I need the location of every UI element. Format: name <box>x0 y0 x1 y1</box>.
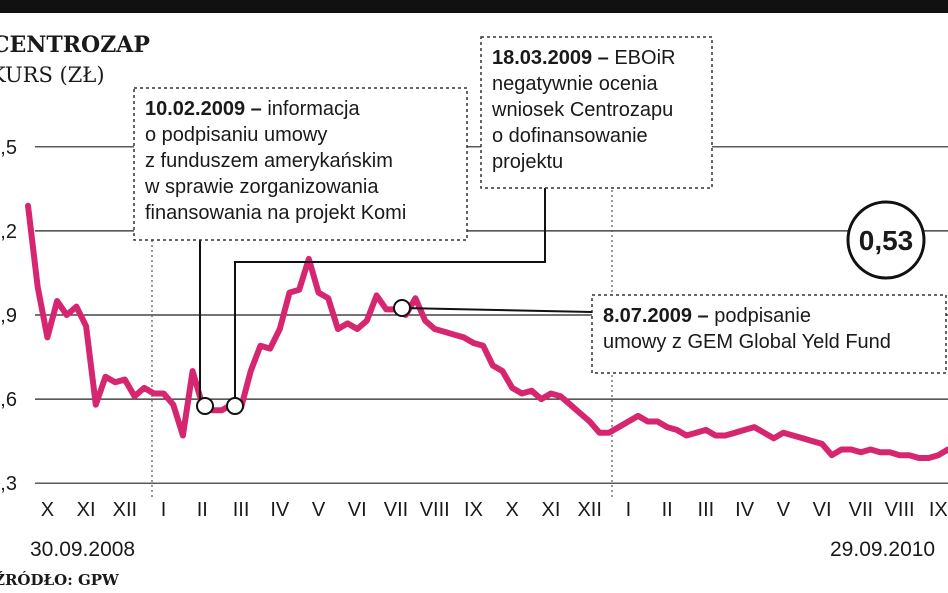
connector <box>234 188 546 400</box>
annotation-text: o podpisaniu umowy <box>145 124 327 146</box>
source: ŹRÓDŁO: GPW <box>0 571 120 589</box>
x-tick-label: IX <box>464 499 483 521</box>
annotation-text: informacja <box>267 98 360 120</box>
x-tick-label: XI <box>77 499 96 521</box>
y-tick-label: 0,3 <box>0 473 17 495</box>
annotation-text: podpisanie <box>714 305 811 327</box>
x-tick-label: VI <box>813 499 832 521</box>
event-marker <box>196 397 214 415</box>
y-tick-label: 0,9 <box>0 305 17 327</box>
top-bar <box>0 0 948 13</box>
x-tick-label: X <box>506 499 519 521</box>
annotation-box <box>591 294 947 374</box>
end-date: 29.09.2010 <box>830 538 935 561</box>
annotation-first-line: 8.07.2009 – podpisanie <box>603 305 811 327</box>
connector <box>401 307 593 313</box>
x-tick-label: III <box>233 499 250 521</box>
annotation-text: negatywnie ocenia <box>492 73 659 95</box>
annotation-text: finansowania na projekt Komi <box>145 202 406 224</box>
annotation-first-line: 18.03.2009 – EBOiR <box>492 47 675 69</box>
annotation-text: w sprawie zorganizowania <box>144 176 379 198</box>
annotation-text: EBOiR <box>614 47 675 69</box>
plot <box>25 202 948 461</box>
event-marker <box>393 299 411 317</box>
annotation-box <box>133 87 468 241</box>
x-tick-label: II <box>662 499 673 521</box>
x-tick-label: IV <box>270 499 290 521</box>
x-tick-label: XI <box>541 499 560 521</box>
x-tick-label: VIII <box>420 499 450 521</box>
annotation-text: z funduszem amerykańskim <box>145 150 393 172</box>
x-tick-label: XII <box>577 499 601 521</box>
x-tick-label: VI <box>348 499 367 521</box>
price-line <box>25 202 948 461</box>
chart-title: CENTROZAP <box>0 32 150 58</box>
x-tick-label: V <box>312 499 326 521</box>
y-tick-label: 1,2 <box>0 221 17 243</box>
x-tick-label: III <box>698 499 715 521</box>
annotation-text: projektu <box>492 151 563 173</box>
annotation-date: 8.07.2009 – <box>603 305 709 327</box>
connectors <box>196 188 593 415</box>
annotation-text: wniosek Centrozapu <box>491 99 673 121</box>
annotation-date: 10.02.2009 – <box>145 98 262 120</box>
callout-circle <box>846 200 926 280</box>
y-tick-label: 1,5 <box>0 137 17 159</box>
annotations: 10.02.2009 – informacja o podpisaniu umow… <box>133 36 947 374</box>
x-tick-label: VII <box>849 499 873 521</box>
start-date: 30.09.2008 <box>30 538 135 561</box>
annotation-text: umowy z GEM Global Yeld Fund <box>603 331 891 353</box>
x-tick-label: V <box>777 499 791 521</box>
x-tick-label: IV <box>735 499 755 521</box>
x-tick-label: VIII <box>885 499 915 521</box>
x-tick-label: I <box>161 499 167 521</box>
callout: 0,53 <box>859 225 914 256</box>
x-tick-label: I <box>626 499 632 521</box>
annotation-date: 18.03.2009 – <box>492 47 609 69</box>
x-tick-label: IX <box>929 499 948 521</box>
x-tick-label: VII <box>384 499 408 521</box>
event-marker <box>226 397 244 415</box>
annotation-box <box>480 36 713 189</box>
annotation-first-line: 10.02.2009 – informacja <box>145 98 360 120</box>
x-tick-label: X <box>41 499 54 521</box>
y-tick-label: 0,6 <box>0 389 17 411</box>
x-tick-label: II <box>197 499 208 521</box>
x-tick-label: XII <box>113 499 137 521</box>
chart-subtitle: KURS (ZŁ) <box>0 63 105 87</box>
annotation-text: o dofinansowanie <box>492 125 648 147</box>
